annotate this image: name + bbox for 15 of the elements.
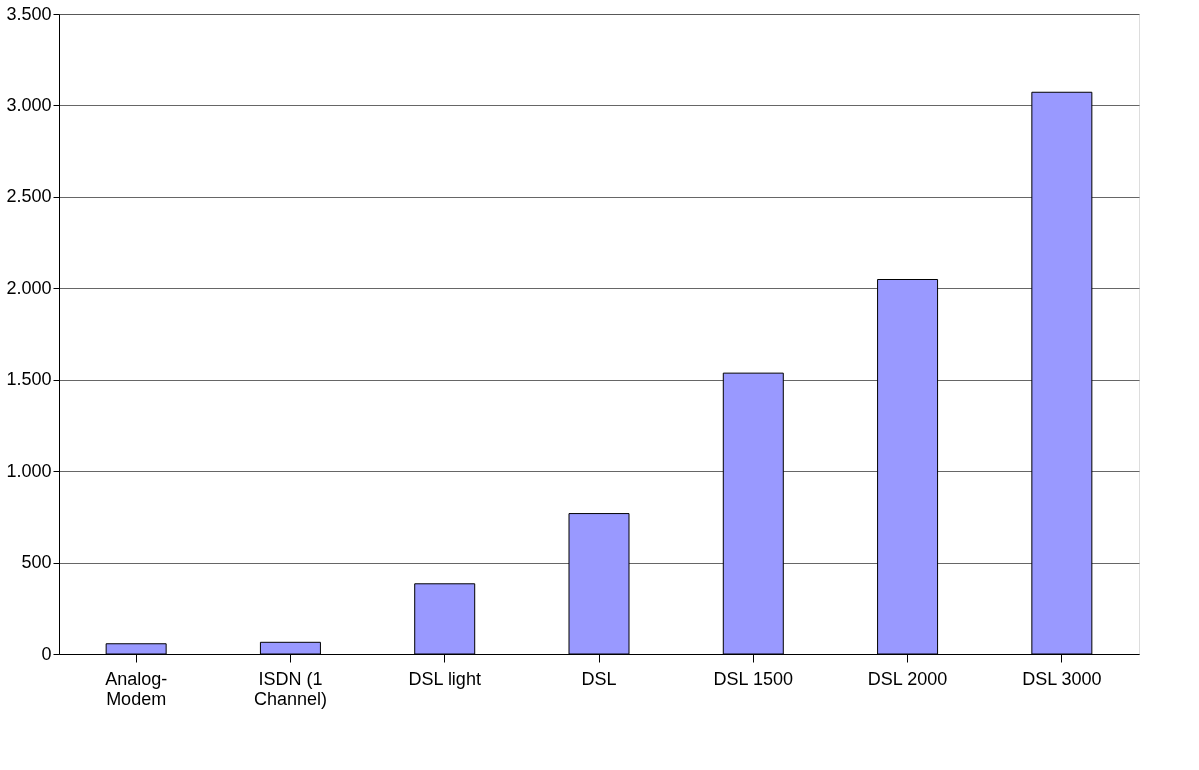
y-tick-label: 1.500: [6, 369, 52, 390]
y-tick-label: 3.500: [6, 3, 52, 24]
y-tick-label: 2.500: [6, 186, 52, 207]
y-tick-label: 3.000: [6, 94, 52, 115]
y-tick-label: 1.000: [6, 460, 52, 481]
y-tick-label: 0: [41, 643, 52, 664]
x-tick-label: DSL: [581, 668, 617, 689]
x-tick-label: DSL 3000: [1022, 668, 1102, 689]
x-tick-label: Analog- Modem: [105, 668, 168, 709]
x-tick-label: DSL 2000: [867, 668, 948, 689]
y-tick-label: 500: [21, 552, 52, 573]
x-tick-label: DSL 1500: [713, 668, 793, 689]
y-tick-label: 2.000: [6, 277, 52, 298]
x-tick-label: ISDN (1 Channel): [253, 668, 327, 709]
x-tick-label: DSL light: [408, 668, 481, 689]
